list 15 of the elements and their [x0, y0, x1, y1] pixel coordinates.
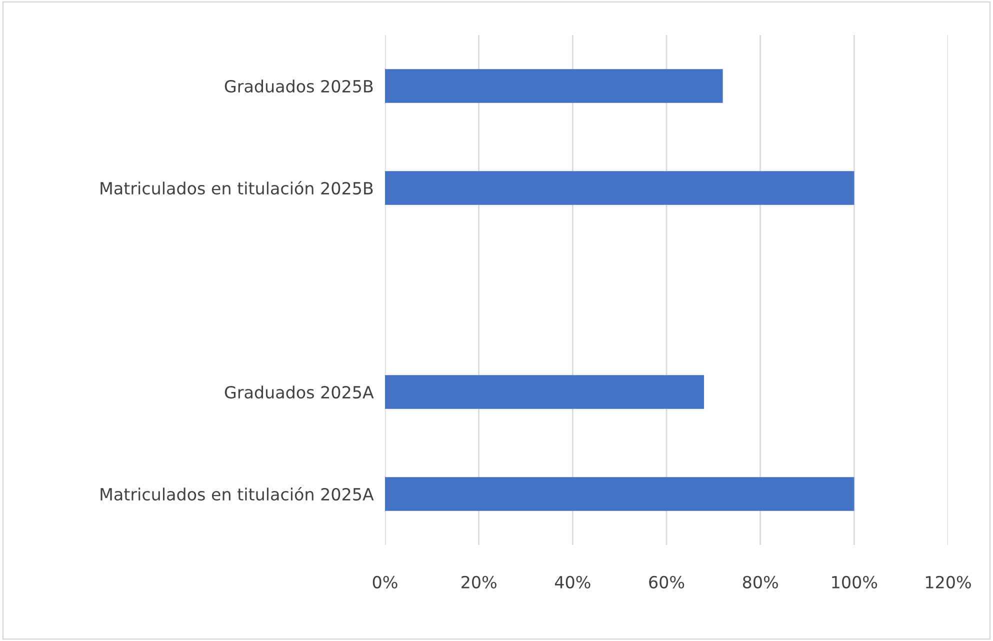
- x-tick-label: 20%: [462, 576, 496, 588]
- y-tick-label: Graduados 2025B: [224, 80, 373, 93]
- y-tick-label: Matriculados en titulación 2025B: [100, 181, 373, 195]
- x-tick-label: 120%: [926, 576, 971, 588]
- bar: [385, 477, 854, 511]
- y-tick-label: Matriculados en titulación 2025A: [100, 487, 374, 501]
- bar: [385, 69, 723, 103]
- bar: [385, 171, 854, 205]
- x-tick-label: 60%: [649, 576, 684, 588]
- x-tick-label: 80%: [742, 576, 778, 588]
- x-tick-label: 100%: [832, 576, 878, 588]
- x-tick-label: 40%: [554, 576, 590, 588]
- x-tick-label: 0%: [372, 576, 398, 588]
- bar: [385, 375, 704, 409]
- y-tick-label: Graduados 2025A: [224, 386, 374, 399]
